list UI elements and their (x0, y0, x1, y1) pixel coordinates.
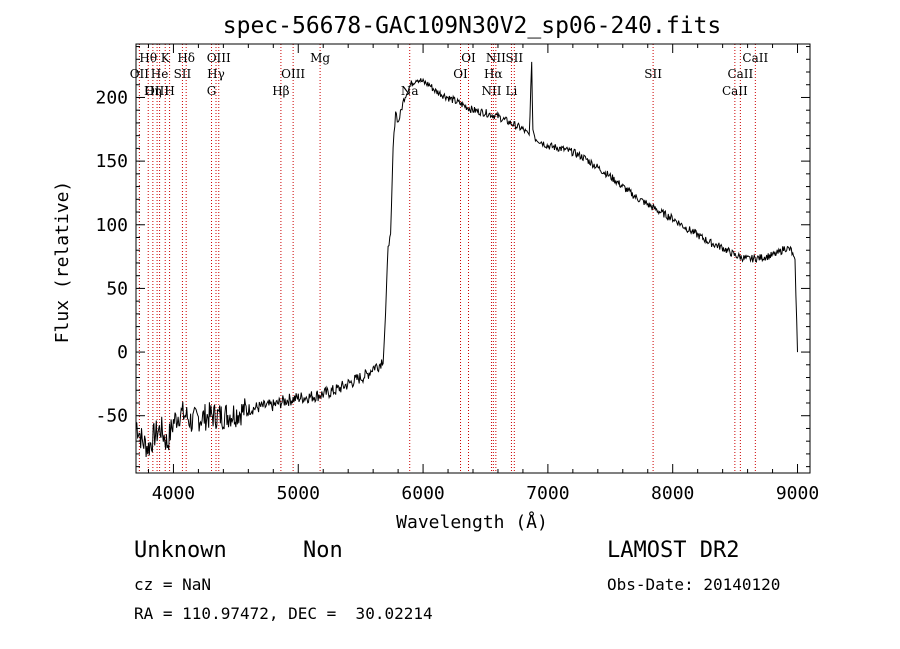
spectral-line-label: Hδ (177, 51, 195, 65)
spectral-line-label: OIII (145, 84, 169, 98)
chart-title: spec-56678-GAC109N30V2_sp06-240.fits (223, 13, 722, 39)
spectral-line-label: CaII (742, 51, 768, 65)
spectral-line-label: Hβ (272, 84, 289, 98)
plot-frame (135, 43, 811, 474)
y-axis-ticks: -50 0 50 100 150 200 (95, 46, 810, 468)
spectral-line-label: SII (505, 51, 523, 65)
y-tick-label: -50 (95, 406, 128, 427)
x-axis-ticks: 4000 5000 6000 7000 8000 9000 (147, 44, 819, 504)
spectral-line-label: Na (401, 84, 419, 98)
spectral-line-label: SII (644, 67, 662, 81)
spectral-line-label: Li (506, 84, 518, 98)
spectral-line-label: OII (130, 67, 150, 81)
spectral-line-label: H (164, 84, 174, 98)
spectral-line-label: Hθ (139, 51, 157, 65)
x-tick-label: 6000 (401, 483, 444, 504)
object-class: Unknown (134, 538, 227, 563)
x-tick-label: 4000 (152, 483, 195, 504)
spectrum-line (135, 61, 798, 458)
redshift-text: cz = NaN (134, 575, 212, 594)
spectral-line-label: OIII (207, 51, 231, 65)
spectral-line-label: Hα (484, 67, 503, 81)
x-tick-label: 9000 (776, 483, 819, 504)
y-tick-label: 0 (117, 342, 128, 363)
spectral-line-label: NII (486, 51, 506, 65)
spectral-line-label: NII (481, 84, 501, 98)
spectrum-series (135, 61, 798, 458)
spectral-line-label: OIII (281, 67, 305, 81)
x-tick-label: 8000 (651, 483, 694, 504)
spectral-line-label: G (207, 84, 217, 98)
x-axis-label: Wavelength (Å) (396, 511, 548, 533)
spectral-line-markers (138, 44, 756, 473)
y-tick-label: 200 (95, 87, 128, 108)
obs-date-text: Obs-Date: 20140120 (607, 575, 781, 594)
spectral-line-label: SII (174, 67, 192, 81)
spectral-line-label: CaII (727, 67, 753, 81)
spectral-line-label: OI (453, 67, 468, 81)
x-tick-label: 5000 (277, 483, 320, 504)
spectral-line-label: OI (461, 51, 476, 65)
spectral-line-label: CaII (722, 84, 748, 98)
y-tick-label: 50 (106, 278, 128, 299)
y-tick-label: 150 (95, 151, 128, 172)
spectral-line-label: Mg (310, 51, 330, 65)
coordinates-text: RA = 110.97472, DEC = 30.02214 (134, 604, 433, 623)
y-axis-label: Flux (relative) (52, 181, 73, 344)
spectral-line-label: Hη (144, 84, 162, 98)
spectral-line-label: Hγ (207, 67, 225, 81)
spectral-line-label: K (161, 51, 171, 65)
object-subclass: Non (303, 538, 343, 563)
survey-name: LAMOST DR2 (607, 538, 740, 563)
spectral-line-label: He (151, 67, 169, 81)
y-tick-label: 100 (95, 215, 128, 236)
x-tick-label: 7000 (526, 483, 569, 504)
